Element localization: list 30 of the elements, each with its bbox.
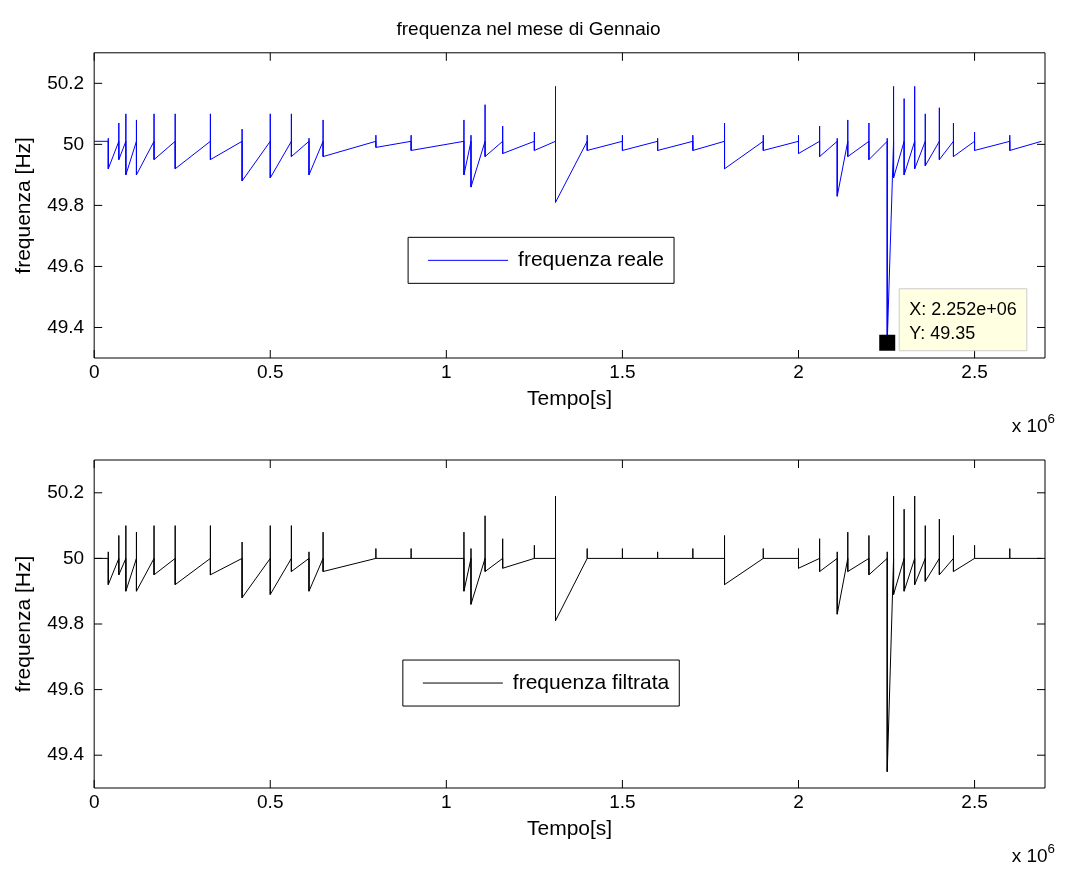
x-tick-label: 2 xyxy=(793,790,804,812)
x-tick-label: 1 xyxy=(441,790,452,812)
y-tick-label: 49.4 xyxy=(47,315,85,337)
x-tick-label: 0 xyxy=(88,360,100,382)
x-tick-label: 2.5 xyxy=(961,790,988,812)
x-tick-label: 2 xyxy=(793,360,804,382)
x-tick-label: 1.5 xyxy=(609,790,636,812)
x-tick-label: 2.5 xyxy=(961,360,988,382)
y-tick-label: 49.4 xyxy=(47,743,85,765)
x-tick-label: 0.5 xyxy=(257,360,284,382)
chart-title: frequenza nel mese di Gennaio xyxy=(396,17,661,39)
x-axis-title: Tempo[s] xyxy=(526,386,613,410)
y-tick-label: 49.6 xyxy=(47,677,85,699)
y-axis-title: frequenza [Hz] xyxy=(11,137,35,274)
y-tick-label: 50 xyxy=(63,546,85,568)
y-tick-label: 49.8 xyxy=(47,612,85,634)
y-axis-title: frequenza [Hz] xyxy=(11,555,35,693)
y-tick-label: 49.6 xyxy=(47,254,85,276)
x-tick-label: 1 xyxy=(441,360,452,382)
x-axis-title: Tempo[s] xyxy=(526,816,613,840)
x-tick-label: 1.5 xyxy=(609,360,636,382)
y-tick-label: 50 xyxy=(63,132,85,154)
y-tick-label: 50.2 xyxy=(47,71,85,93)
x-tick-label: 0 xyxy=(88,790,100,812)
legend-label: frequenza reale xyxy=(518,247,665,271)
annotation: X: 2.252e+06 Y: 49.35 xyxy=(909,298,1017,343)
x-tick-label: 0.5 xyxy=(257,790,284,812)
y-tick-label: 50.2 xyxy=(47,481,85,503)
y-tick-label: 49.8 xyxy=(47,193,85,215)
legend-label: frequenza filtrata xyxy=(512,669,670,693)
